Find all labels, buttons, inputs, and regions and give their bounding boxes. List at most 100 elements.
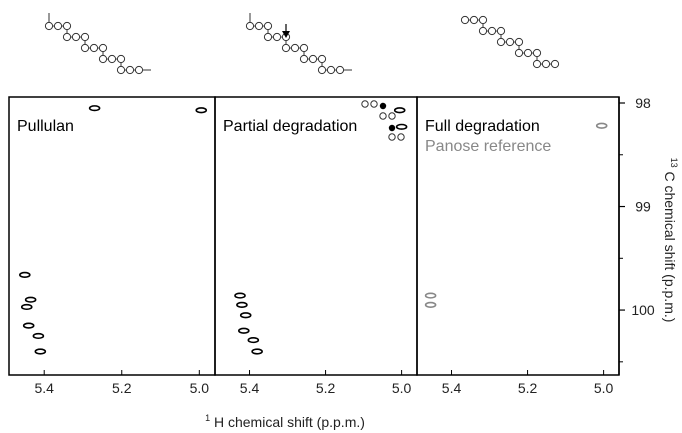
partial-structure — [245, 13, 352, 75]
glucose-unit — [460, 15, 470, 25]
glucose-unit — [62, 32, 72, 42]
x-tick-label: 5.4 — [240, 380, 260, 396]
panel-2: Partial degradation — [214, 96, 418, 376]
y-axis-title: 13 C chemical shift (p.p.m.) — [662, 158, 682, 323]
glucose-unit — [71, 32, 81, 42]
glucose-unit — [505, 37, 515, 47]
glucose-unit — [523, 48, 533, 58]
data-point — [236, 301, 248, 308]
glucose-unit — [487, 26, 497, 36]
glucose-unit — [245, 21, 255, 31]
glucose-unit — [62, 21, 72, 31]
glucose-unit — [317, 54, 327, 64]
y-axis: 98 99 100 — [618, 95, 655, 375]
glucose-unit — [326, 65, 336, 75]
data-point — [239, 312, 252, 319]
panel-label: Full degradation — [425, 118, 540, 135]
data-point — [195, 107, 208, 114]
panel-3: Full degradation Panose reference — [416, 96, 620, 376]
x-tick-label: 5.0 — [594, 380, 614, 396]
y-axis-title-main: C chemical shift (p.p.m.) — [662, 171, 678, 322]
reducing-unit — [388, 124, 396, 132]
pullulan-structure — [44, 13, 151, 75]
y-tick-label: 98 — [635, 95, 651, 111]
data-point — [19, 271, 31, 278]
reducing-unit — [379, 102, 387, 110]
glucose-unit — [44, 21, 54, 31]
glucose-unit — [496, 37, 506, 47]
data-point — [88, 105, 101, 112]
glucose-unit — [388, 112, 396, 120]
glucose-unit — [514, 48, 524, 58]
data-point — [395, 123, 408, 130]
x-tick-label: 5.4 — [34, 380, 54, 396]
x-tick-label: 5.2 — [518, 380, 538, 396]
glucose-unit — [370, 100, 378, 108]
y-tick-label: 100 — [631, 302, 655, 318]
glucose-unit — [335, 65, 345, 75]
glucose-unit — [263, 21, 273, 31]
x-axis-title: 1 H chemical shift (p.p.m.) — [205, 408, 365, 430]
glucose-unit — [469, 15, 479, 25]
glucose-unit — [107, 54, 117, 64]
glucose-unit — [299, 54, 309, 64]
glucose-unit — [496, 26, 506, 36]
x-tick-label: 5.0 — [392, 380, 412, 396]
y-axis-title-sup: 13 — [669, 158, 679, 168]
glucose-unit — [89, 43, 99, 53]
data-point — [251, 348, 263, 355]
glucose-unit — [514, 37, 524, 47]
glucose-unit — [308, 54, 318, 64]
glucose-unit — [290, 43, 300, 53]
data-point — [595, 122, 608, 129]
glucose-unit — [361, 100, 369, 108]
data-point — [424, 292, 437, 299]
x-axis-title-main: H chemical shift (p.p.m.) — [214, 414, 365, 430]
x-tick-label: 5.0 — [190, 380, 210, 396]
glucose-unit — [478, 26, 488, 36]
data-point — [393, 107, 406, 114]
cleavage-arrow-head — [282, 31, 290, 38]
data-point — [247, 336, 260, 344]
glucose-unit — [263, 32, 273, 42]
glucose-unit — [388, 133, 396, 141]
glucose-unit — [116, 54, 126, 64]
data-point — [234, 292, 246, 299]
panel-label: Partial degradation — [223, 118, 357, 135]
glucose-unit — [299, 43, 309, 53]
oligosaccharide-structures — [44, 13, 560, 141]
x-tick-label: 5.2 — [112, 380, 132, 396]
data-point — [20, 303, 33, 311]
glucose-unit — [532, 59, 542, 69]
panel-1: Pullulan — [8, 96, 216, 376]
glucose-unit — [541, 59, 551, 69]
glucose-unit — [397, 133, 405, 141]
glucose-unit — [53, 21, 63, 31]
glucose-unit — [116, 65, 126, 75]
x-axis: 5.4 5.2 5.0 5.4 5.2 5.0 5.4 5.2 5.0 — [34, 380, 613, 396]
x-tick-label: 5.2 — [316, 380, 336, 396]
glucose-unit — [317, 65, 327, 75]
data-point — [24, 296, 37, 303]
data-point — [32, 332, 45, 340]
glucose-unit — [98, 43, 108, 53]
panel-label: Pullulan — [17, 118, 74, 135]
glucose-unit — [478, 15, 488, 25]
glucose-unit — [272, 32, 282, 42]
data-point — [424, 301, 437, 308]
data-point — [34, 348, 47, 355]
glucose-unit — [125, 65, 135, 75]
glucose-unit — [134, 65, 144, 75]
legend-entry: Panose reference — [425, 138, 551, 155]
data-point — [22, 322, 35, 329]
spectra-panels: Pullulan Partial degradation Full degradat… — [8, 96, 620, 376]
glucose-unit — [254, 21, 264, 31]
glucose-unit — [281, 43, 291, 53]
glucose-unit — [532, 48, 542, 58]
panose-structure — [460, 15, 560, 69]
glucose-unit — [550, 59, 560, 69]
data-point — [238, 327, 250, 334]
glucose-unit — [379, 112, 387, 120]
glucose-unit — [80, 32, 90, 42]
